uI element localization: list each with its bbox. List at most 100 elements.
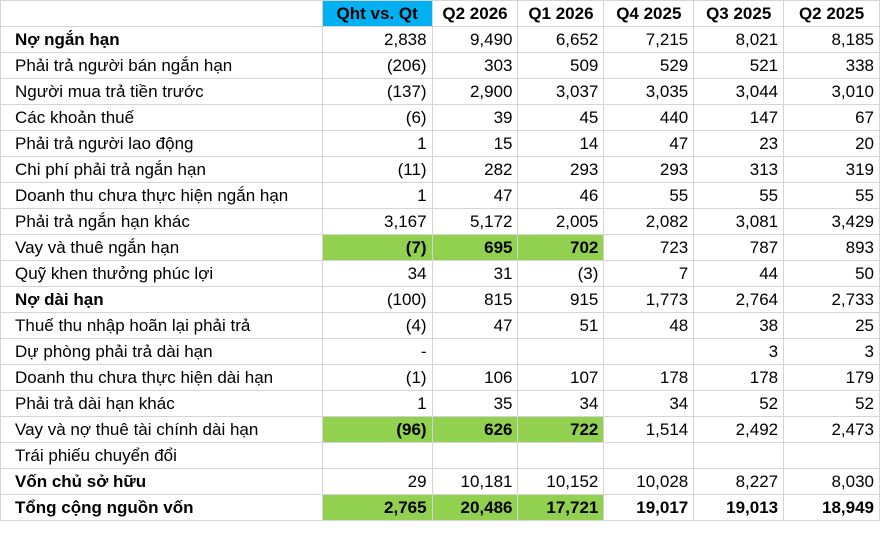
value-cell[interactable] bbox=[321, 442, 433, 469]
value-cell[interactable]: 3,044 bbox=[693, 78, 785, 105]
value-cell[interactable]: 2,838 bbox=[321, 26, 433, 53]
value-cell[interactable]: 34 bbox=[517, 390, 605, 417]
value-cell[interactable]: 5,172 bbox=[431, 208, 519, 235]
value-cell[interactable]: 1 bbox=[321, 182, 433, 209]
row-label-cell[interactable]: Nợ dài hạn bbox=[0, 286, 323, 313]
value-cell[interactable]: 2,733 bbox=[783, 286, 880, 313]
value-cell[interactable]: 509 bbox=[517, 52, 605, 79]
value-cell[interactable]: 2,900 bbox=[431, 78, 519, 105]
row-label-cell[interactable]: Dự phòng phải trả dài hạn bbox=[0, 338, 323, 365]
value-cell[interactable] bbox=[693, 442, 785, 469]
row-label-cell[interactable]: Vốn chủ sở hữu bbox=[0, 468, 323, 495]
row-label-cell[interactable]: Vay và nợ thuê tài chính dài hạn bbox=[0, 416, 323, 443]
value-cell[interactable]: 2,765 bbox=[321, 494, 433, 521]
value-cell[interactable]: 1,773 bbox=[603, 286, 695, 313]
value-cell[interactable]: 48 bbox=[603, 312, 695, 339]
value-cell[interactable]: 293 bbox=[603, 156, 695, 183]
value-cell[interactable]: 893 bbox=[783, 234, 880, 261]
value-cell[interactable]: (6) bbox=[321, 104, 433, 131]
value-cell[interactable]: 23 bbox=[693, 130, 785, 157]
value-cell[interactable]: 521 bbox=[693, 52, 785, 79]
value-cell[interactable]: 46 bbox=[517, 182, 605, 209]
value-cell[interactable]: (96) bbox=[321, 416, 433, 443]
value-cell[interactable]: 52 bbox=[693, 390, 785, 417]
value-cell[interactable]: 319 bbox=[783, 156, 880, 183]
value-cell[interactable]: 2,082 bbox=[603, 208, 695, 235]
value-cell[interactable]: 8,185 bbox=[783, 26, 880, 53]
value-cell[interactable]: 626 bbox=[431, 416, 519, 443]
value-cell[interactable]: 178 bbox=[603, 364, 695, 391]
value-cell[interactable]: 15 bbox=[431, 130, 519, 157]
value-cell[interactable]: 35 bbox=[431, 390, 519, 417]
value-cell[interactable]: 10,028 bbox=[603, 468, 695, 495]
value-cell[interactable]: 1 bbox=[321, 390, 433, 417]
value-cell[interactable]: 20,486 bbox=[431, 494, 519, 521]
value-cell[interactable]: 47 bbox=[431, 182, 519, 209]
header-cell-qht-vs-qt[interactable]: Qht vs. Qt bbox=[321, 0, 433, 27]
value-cell[interactable]: 723 bbox=[603, 234, 695, 261]
value-cell[interactable]: 313 bbox=[693, 156, 785, 183]
value-cell[interactable] bbox=[431, 442, 519, 469]
value-cell[interactable]: 915 bbox=[517, 286, 605, 313]
value-cell[interactable]: 7 bbox=[603, 260, 695, 287]
value-cell[interactable]: 8,227 bbox=[693, 468, 785, 495]
value-cell[interactable]: 3,167 bbox=[321, 208, 433, 235]
value-cell[interactable]: (206) bbox=[321, 52, 433, 79]
value-cell[interactable]: 529 bbox=[603, 52, 695, 79]
value-cell[interactable]: 3,035 bbox=[603, 78, 695, 105]
value-cell[interactable]: 3 bbox=[693, 338, 785, 365]
value-cell[interactable]: 47 bbox=[603, 130, 695, 157]
value-cell[interactable]: 2,473 bbox=[783, 416, 880, 443]
value-cell[interactable]: 31 bbox=[431, 260, 519, 287]
value-cell[interactable]: 695 bbox=[431, 234, 519, 261]
value-cell[interactable]: 2,005 bbox=[517, 208, 605, 235]
value-cell[interactable]: (100) bbox=[321, 286, 433, 313]
value-cell[interactable] bbox=[517, 338, 605, 365]
value-cell[interactable] bbox=[783, 442, 880, 469]
value-cell[interactable]: (4) bbox=[321, 312, 433, 339]
value-cell[interactable]: 10,152 bbox=[517, 468, 605, 495]
row-label-cell[interactable]: Phải trả người lao động bbox=[0, 130, 323, 157]
value-cell[interactable]: 50 bbox=[783, 260, 880, 287]
value-cell[interactable]: 10,181 bbox=[431, 468, 519, 495]
value-cell[interactable]: 51 bbox=[517, 312, 605, 339]
value-cell[interactable]: 9,490 bbox=[431, 26, 519, 53]
row-label-cell[interactable]: Doanh thu chưa thực hiện dài hạn bbox=[0, 364, 323, 391]
value-cell[interactable]: 722 bbox=[517, 416, 605, 443]
value-cell[interactable]: 8,021 bbox=[693, 26, 785, 53]
value-cell[interactable]: 29 bbox=[321, 468, 433, 495]
value-cell[interactable]: 25 bbox=[783, 312, 880, 339]
value-cell[interactable]: 19,017 bbox=[603, 494, 695, 521]
value-cell[interactable]: 702 bbox=[517, 234, 605, 261]
value-cell[interactable]: 282 bbox=[431, 156, 519, 183]
value-cell[interactable]: 39 bbox=[431, 104, 519, 131]
row-label-cell[interactable]: Chi phí phải trả ngắn hạn bbox=[0, 156, 323, 183]
value-cell[interactable]: 3,081 bbox=[693, 208, 785, 235]
row-label-cell[interactable]: Doanh thu chưa thực hiện ngắn hạn bbox=[0, 182, 323, 209]
header-cell-q1-2026[interactable]: Q1 2026 bbox=[517, 0, 605, 27]
value-cell[interactable] bbox=[431, 338, 519, 365]
row-label-cell[interactable]: Trái phiếu chuyển đổi bbox=[0, 442, 323, 469]
value-cell[interactable]: (7) bbox=[321, 234, 433, 261]
row-label-cell[interactable]: Nợ ngắn hạn bbox=[0, 26, 323, 53]
value-cell[interactable]: 3 bbox=[783, 338, 880, 365]
value-cell[interactable]: (3) bbox=[517, 260, 605, 287]
value-cell[interactable]: 18,949 bbox=[783, 494, 880, 521]
value-cell[interactable]: 34 bbox=[321, 260, 433, 287]
value-cell[interactable]: (137) bbox=[321, 78, 433, 105]
value-cell[interactable]: 44 bbox=[693, 260, 785, 287]
value-cell[interactable]: (1) bbox=[321, 364, 433, 391]
value-cell[interactable]: 293 bbox=[517, 156, 605, 183]
header-cell-q2-2026[interactable]: Q2 2026 bbox=[431, 0, 519, 27]
value-cell[interactable]: 178 bbox=[693, 364, 785, 391]
value-cell[interactable]: 67 bbox=[783, 104, 880, 131]
row-label-cell[interactable]: Các khoản thuế bbox=[0, 104, 323, 131]
value-cell[interactable]: 440 bbox=[603, 104, 695, 131]
value-cell[interactable]: 52 bbox=[783, 390, 880, 417]
value-cell[interactable] bbox=[603, 338, 695, 365]
value-cell[interactable]: 55 bbox=[783, 182, 880, 209]
value-cell[interactable]: 6,652 bbox=[517, 26, 605, 53]
row-label-cell[interactable]: Vay và thuê ngắn hạn bbox=[0, 234, 323, 261]
value-cell[interactable]: 1 bbox=[321, 130, 433, 157]
value-cell[interactable]: 34 bbox=[603, 390, 695, 417]
